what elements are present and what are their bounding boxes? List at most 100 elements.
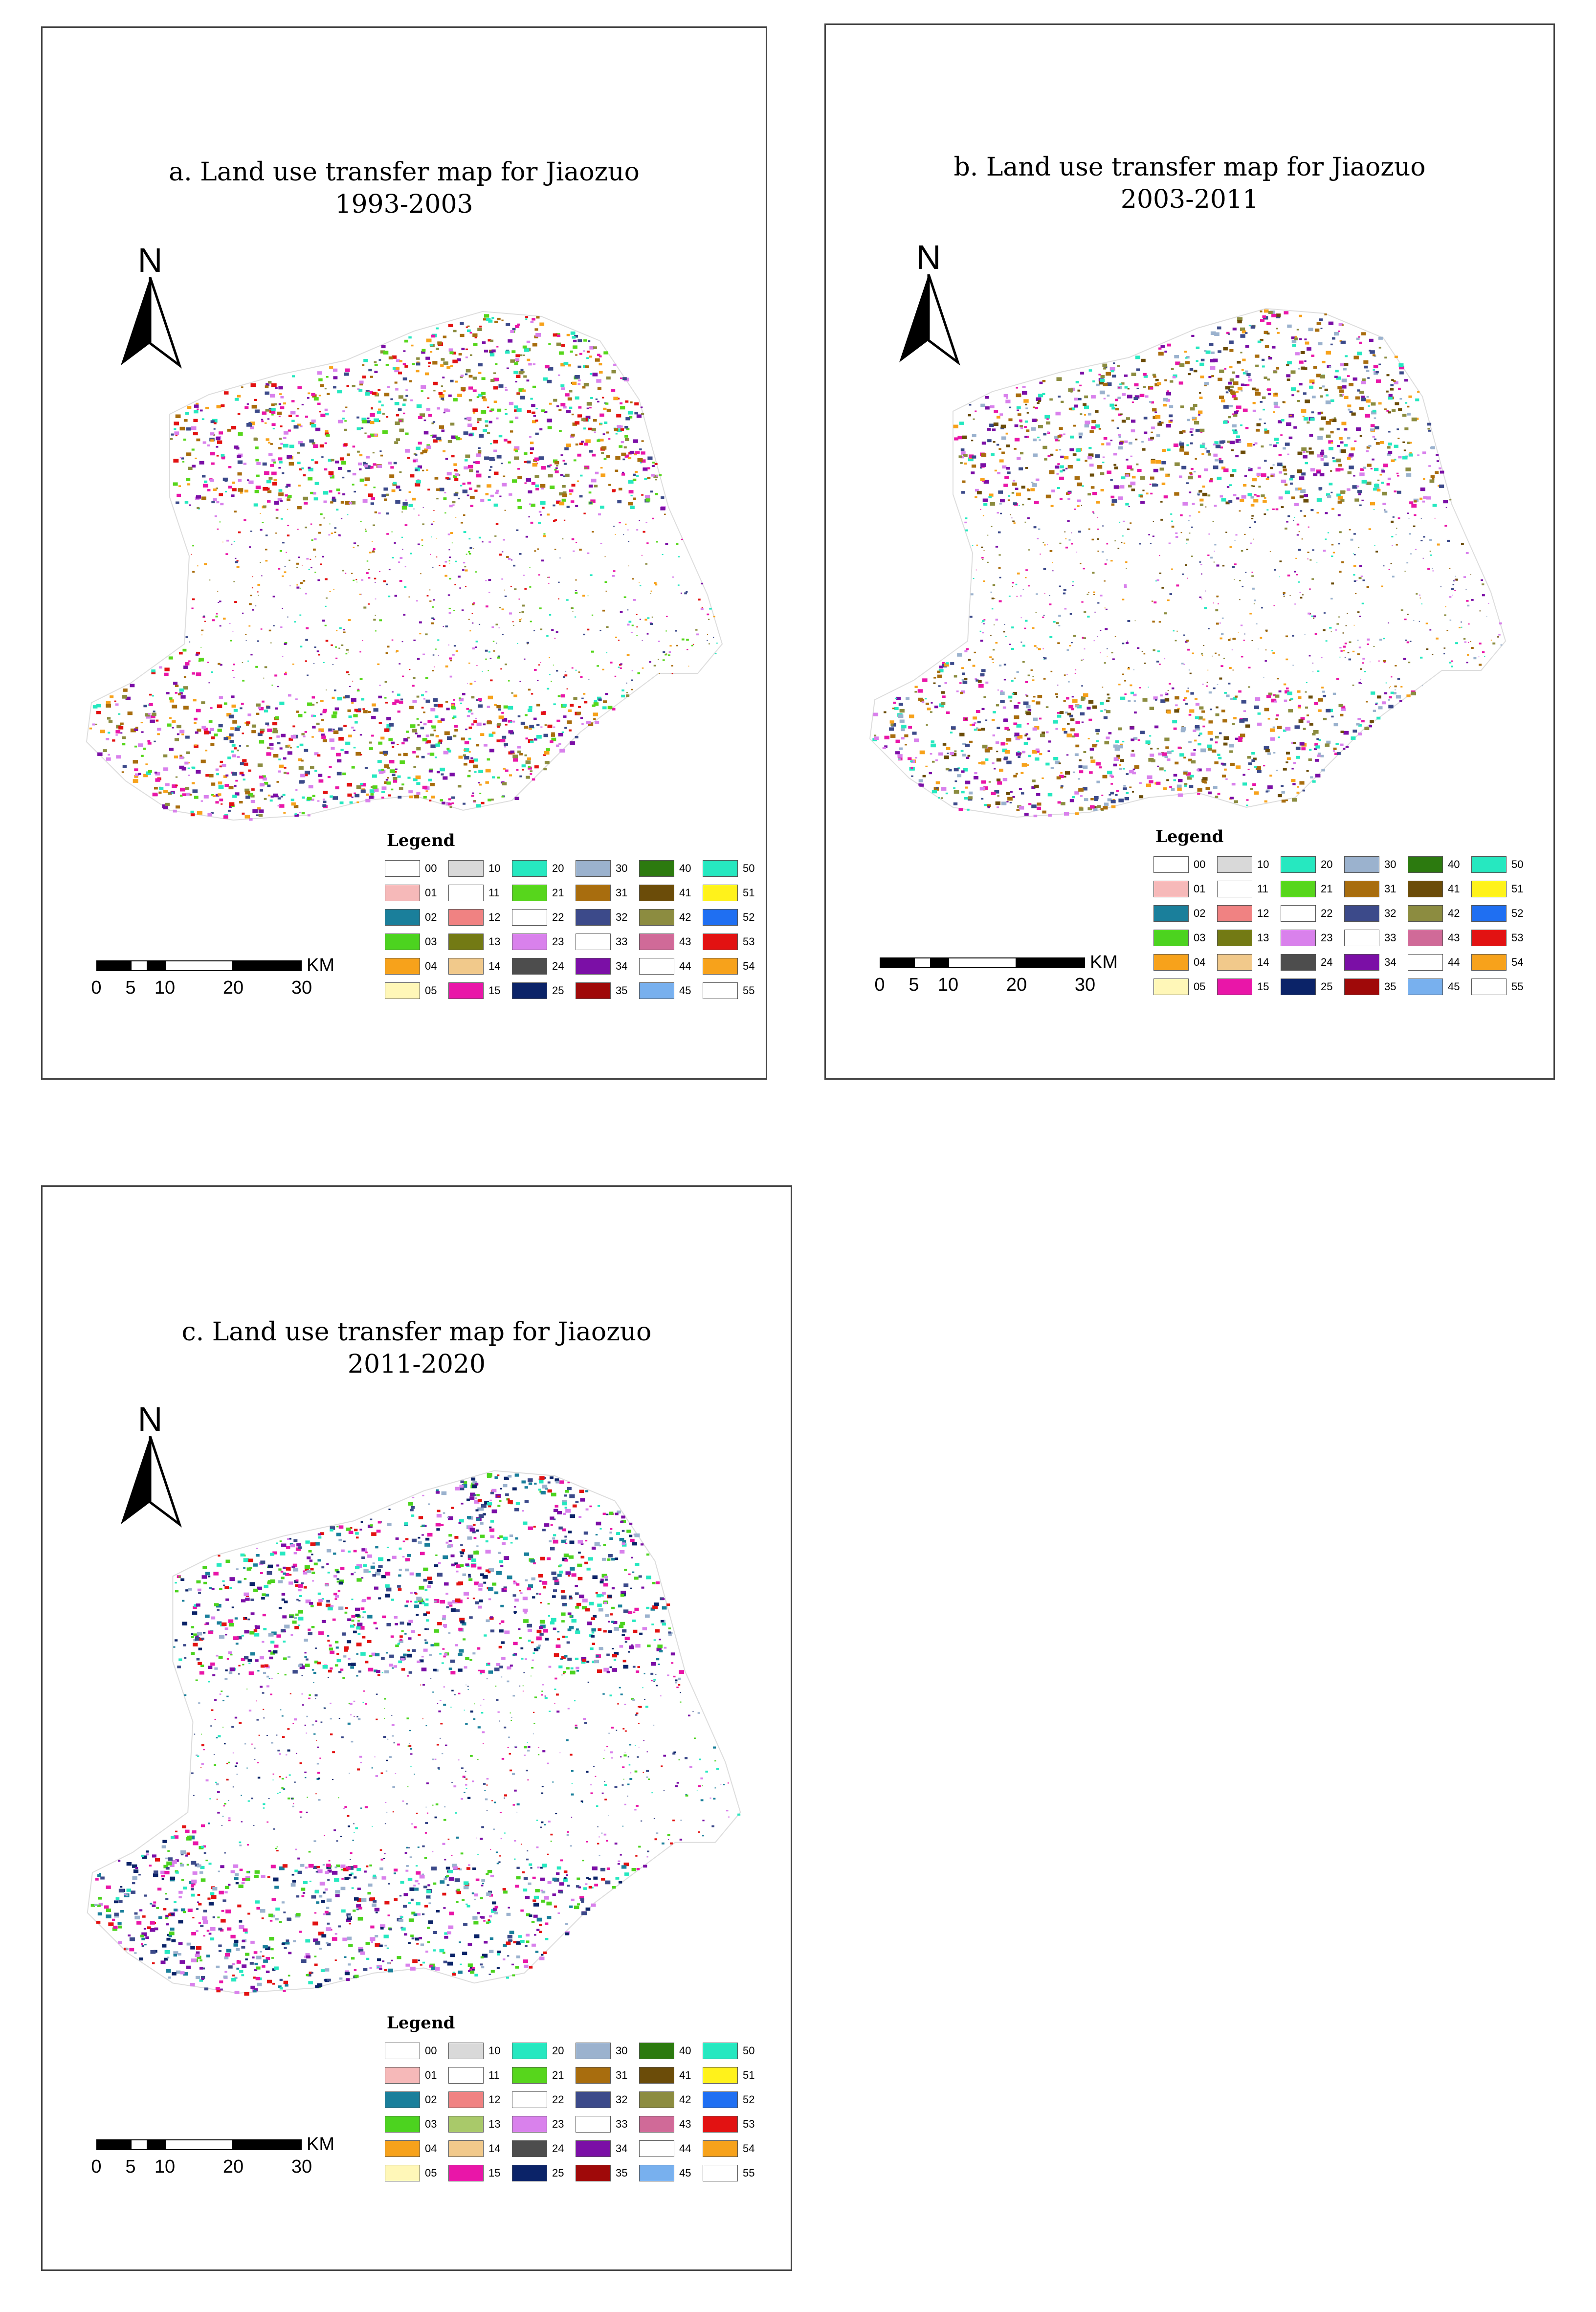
legend-item: 50	[1471, 852, 1535, 877]
legend-item: 44	[1408, 950, 1471, 975]
legend-code: 23	[552, 935, 564, 948]
legend-code: 55	[743, 2167, 755, 2179]
legend-swatch	[448, 2116, 484, 2133]
scale-bar: 0 5 10 20 30 KM	[874, 953, 1153, 1011]
legend-code: 44	[679, 960, 691, 972]
legend-item: 31	[576, 881, 639, 905]
legend-item: 12	[448, 2088, 512, 2112]
legend-swatch	[576, 2140, 611, 2157]
legend-item: 54	[1471, 950, 1535, 975]
scale-tick-label: 10	[154, 978, 176, 998]
legend-swatch	[385, 2067, 420, 2084]
legend-title: Legend	[387, 831, 455, 850]
legend-swatch	[448, 860, 484, 877]
legend-item: 05	[1153, 975, 1217, 999]
legend-code: 15	[488, 2167, 501, 2179]
legend-code: 01	[425, 2069, 437, 2081]
legend-item: 20	[512, 856, 576, 881]
scale-bar-segment	[148, 2139, 165, 2150]
legend-item: 24	[512, 954, 576, 978]
legend-item: 40	[1408, 852, 1471, 877]
legend-item: 13	[448, 930, 512, 954]
legend-item: 41	[639, 2063, 703, 2088]
legend-code: 35	[616, 984, 628, 997]
scale-bar-segment	[148, 960, 165, 971]
legend-swatch	[385, 860, 420, 877]
legend-swatch	[1471, 856, 1507, 873]
legend-item: 55	[1471, 975, 1535, 999]
legend-code: 34	[1384, 956, 1396, 968]
legend-swatch	[448, 2043, 484, 2059]
legend-item: 24	[512, 2136, 576, 2161]
legend-item: 41	[1408, 877, 1471, 901]
legend-swatch	[703, 2091, 738, 2108]
legend-item: 43	[639, 930, 703, 954]
legend-swatch	[576, 2091, 611, 2108]
legend-item: 14	[448, 954, 512, 978]
legend-item: 11	[448, 2063, 512, 2088]
legend-item: 13	[1217, 926, 1281, 950]
legend-code: 11	[1257, 883, 1268, 895]
legend-item: 14	[448, 2136, 512, 2161]
map-panel-a: a. Land use transfer map for Jiaozuo 199…	[41, 26, 767, 1080]
legend-swatch	[385, 2165, 420, 2181]
legend-item: 35	[1344, 975, 1408, 999]
legend-item: 04	[385, 954, 448, 978]
legend-swatch	[703, 2043, 738, 2059]
legend-item: 50	[703, 856, 766, 881]
legend-code: 53	[743, 2118, 755, 2130]
legend-code: 01	[1194, 883, 1206, 895]
legend-swatch	[1281, 905, 1316, 922]
legend-swatch	[639, 958, 674, 975]
legend-swatch	[385, 934, 420, 950]
legend-code: 50	[743, 2045, 755, 2057]
legend-swatch	[703, 982, 738, 999]
legend-item: 25	[512, 978, 576, 1003]
north-label: N	[137, 1400, 163, 1438]
legend-item: 34	[576, 954, 639, 978]
legend-item: 52	[1471, 901, 1535, 926]
legend-code: 41	[679, 2069, 691, 2081]
legend-code: 24	[552, 2142, 564, 2155]
legend-swatch	[1408, 856, 1443, 873]
legend-grid: 00 01 02 03 04 05 10 11 12 13 14 15 20 21 22 23 24 25 30 31…	[385, 2039, 766, 2185]
legend-item: 23	[1281, 926, 1344, 950]
legend-item: 25	[1281, 975, 1344, 999]
legend-code: 25	[1321, 980, 1333, 993]
legend-code: 44	[1448, 956, 1460, 968]
legend-code: 20	[552, 862, 564, 874]
legend-code: 22	[552, 2093, 564, 2106]
legend-grid: 00 01 02 03 04 05 10 11 12 13 14 15 20 21 22 23 24 25 30 31…	[385, 856, 766, 1003]
legend-code: 35	[1384, 980, 1396, 993]
legend-swatch	[576, 860, 611, 877]
legend-code: 30	[616, 2045, 628, 2057]
legend-code: 03	[425, 935, 437, 948]
legend-code: 22	[552, 911, 564, 923]
legend-code: 25	[552, 2167, 564, 2179]
legend-item: 42	[639, 905, 703, 930]
legend-item: 33	[576, 2112, 639, 2136]
scale-bar-segment	[131, 2139, 148, 2150]
legend-item: 55	[703, 2161, 766, 2185]
legend-code: 43	[679, 2118, 691, 2130]
legend-swatch	[639, 2067, 674, 2084]
legend-swatch	[512, 2140, 547, 2157]
legend-item: 35	[576, 978, 639, 1003]
scale-unit: KM	[1090, 952, 1118, 973]
north-arrow-icon	[899, 274, 960, 366]
legend-item: 13	[448, 2112, 512, 2136]
legend-swatch	[1217, 881, 1252, 897]
legend-swatch	[576, 958, 611, 975]
legend-swatch	[1281, 856, 1316, 873]
legend-item: 31	[1344, 877, 1408, 901]
legend-item: 52	[703, 905, 766, 930]
legend-title: Legend	[387, 2013, 455, 2033]
legend-swatch	[1217, 978, 1252, 995]
north-arrow-icon	[121, 1436, 182, 1528]
legend-swatch	[1344, 978, 1379, 995]
legend-swatch	[639, 885, 674, 901]
legend-swatch	[1281, 978, 1316, 995]
legend-code: 35	[616, 2167, 628, 2179]
legend-swatch	[1153, 881, 1189, 897]
legend-title: Legend	[1155, 827, 1224, 846]
